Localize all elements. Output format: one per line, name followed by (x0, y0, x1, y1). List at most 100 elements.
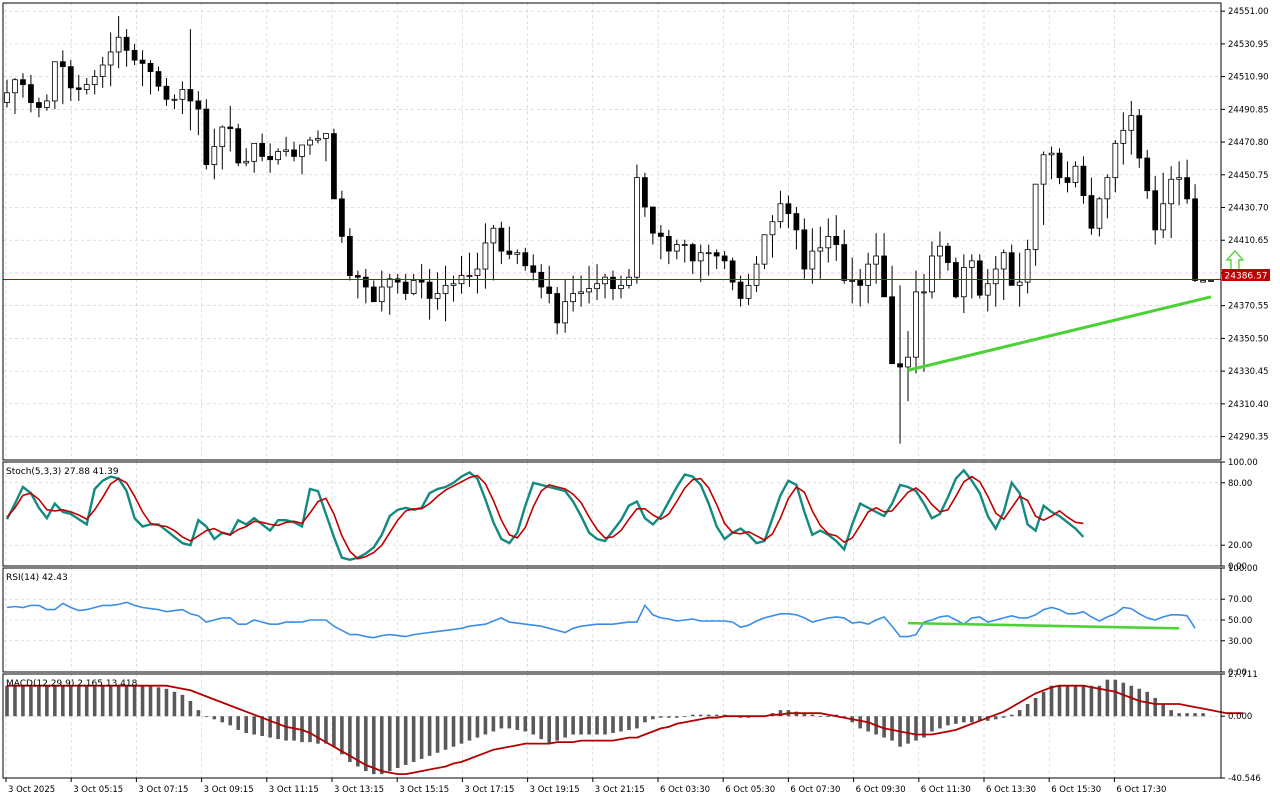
candle[interactable] (586, 265, 592, 304)
candle[interactable] (331, 128, 337, 200)
candle[interactable] (283, 136, 289, 157)
candle[interactable] (594, 264, 600, 301)
candle[interactable] (187, 29, 194, 131)
candle[interactable] (753, 255, 760, 292)
candle[interactable] (131, 43, 138, 66)
candle[interactable] (721, 251, 728, 270)
candle[interactable] (673, 239, 680, 260)
candle[interactable] (841, 229, 848, 284)
rsi-pane[interactable] (6, 601, 1196, 639)
candle[interactable] (139, 50, 146, 87)
stochastic-pane[interactable] (5, 468, 1085, 562)
price-trendline[interactable] (907, 295, 1212, 372)
candle[interactable] (91, 69, 98, 95)
candle[interactable] (649, 206, 656, 245)
candle[interactable] (626, 269, 632, 289)
candle[interactable] (1184, 159, 1190, 204)
candle[interactable] (1200, 280, 1206, 283)
candle[interactable] (777, 190, 784, 229)
candle[interactable] (203, 99, 210, 170)
candle[interactable] (913, 270, 919, 374)
candle[interactable] (530, 254, 537, 281)
candle[interactable] (402, 273, 409, 301)
rsi-trendline[interactable] (908, 621, 1180, 630)
candle[interactable] (945, 242, 951, 271)
candle[interactable] (761, 234, 768, 270)
candle[interactable] (1152, 176, 1159, 245)
candle[interactable] (554, 286, 561, 335)
candle[interactable] (1024, 239, 1031, 294)
candle[interactable] (291, 141, 297, 162)
candle[interactable] (315, 130, 321, 144)
candle[interactable] (1192, 184, 1198, 283)
candle[interactable] (1144, 149, 1151, 199)
candle[interactable] (785, 195, 792, 229)
candle[interactable] (1176, 161, 1183, 206)
candle[interactable] (378, 270, 385, 312)
candle[interactable] (1008, 244, 1015, 286)
candle[interactable] (665, 229, 672, 265)
candle[interactable] (1160, 172, 1167, 239)
candle[interactable] (952, 257, 959, 299)
candle[interactable] (984, 269, 991, 312)
candle[interactable] (705, 244, 712, 276)
candle[interactable] (1032, 183, 1039, 266)
candle[interactable] (897, 285, 903, 444)
candle[interactable] (259, 133, 266, 162)
candle[interactable] (929, 241, 935, 299)
candle[interactable] (905, 331, 911, 402)
candle[interactable] (849, 257, 856, 304)
candle[interactable] (1120, 112, 1127, 165)
candle[interactable] (346, 228, 353, 281)
candle[interactable] (195, 91, 202, 136)
candle[interactable] (1064, 161, 1071, 193)
candle[interactable] (36, 97, 42, 118)
candle[interactable] (976, 254, 983, 299)
candle[interactable] (394, 273, 401, 294)
candle[interactable] (107, 32, 114, 87)
candle[interactable] (482, 223, 489, 289)
candle[interactable] (689, 242, 696, 274)
candle[interactable] (179, 81, 186, 114)
candle[interactable] (1000, 249, 1007, 301)
candle[interactable] (59, 50, 66, 105)
candle[interactable] (51, 61, 58, 110)
candle[interactable] (275, 148, 281, 165)
candle[interactable] (657, 224, 664, 260)
candle[interactable] (43, 94, 50, 111)
candle[interactable] (833, 215, 840, 261)
candle[interactable] (578, 275, 584, 307)
candle[interactable] (514, 249, 521, 265)
candle[interactable] (163, 78, 170, 106)
candle[interactable] (442, 265, 449, 322)
candle[interactable] (418, 264, 425, 299)
candle[interactable] (155, 66, 162, 92)
candle[interactable] (1096, 197, 1103, 237)
candle[interactable] (857, 269, 864, 307)
candle[interactable] (171, 94, 178, 110)
candle[interactable] (992, 255, 999, 307)
candle[interactable] (267, 143, 274, 173)
candle[interactable] (937, 231, 943, 279)
candle[interactable] (1104, 174, 1111, 219)
candle[interactable] (426, 269, 433, 320)
candle[interactable] (522, 247, 529, 271)
candle[interactable] (873, 233, 880, 284)
candle[interactable] (713, 249, 720, 270)
candle[interactable] (1080, 156, 1087, 204)
candle[interactable] (466, 252, 473, 287)
candle[interactable] (123, 29, 130, 67)
candle[interactable] (490, 224, 497, 281)
candle[interactable] (1056, 148, 1063, 185)
candle[interactable] (697, 244, 704, 283)
candle[interactable] (793, 207, 800, 250)
candle[interactable] (20, 73, 26, 98)
candle[interactable] (1112, 140, 1119, 193)
candle[interactable] (28, 74, 34, 113)
macd-pane[interactable] (5, 679, 1243, 775)
candle[interactable] (817, 226, 824, 279)
candle[interactable] (1128, 100, 1135, 155)
candle[interactable] (12, 78, 18, 114)
candle[interactable] (227, 105, 234, 152)
